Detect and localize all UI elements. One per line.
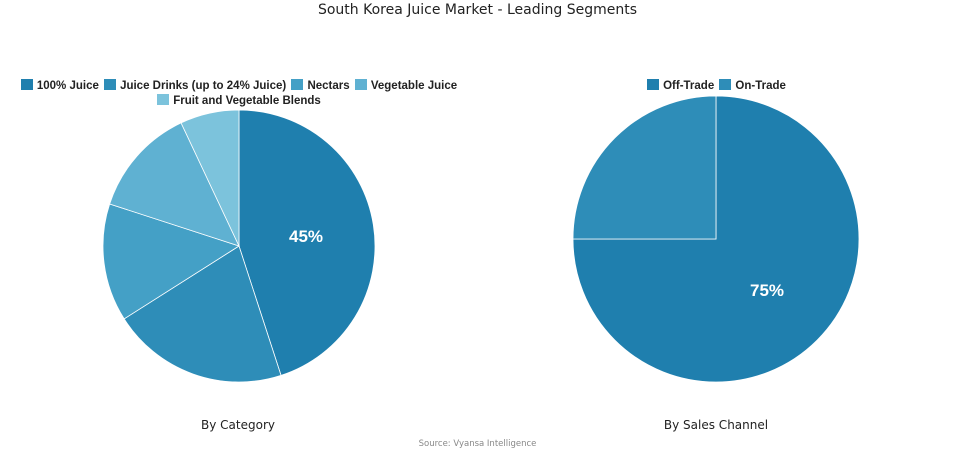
legend-item-vegetable-juice: Vegetable Juice — [354, 79, 458, 94]
legend-item-juice-drinks: Juice Drinks (up to 24% Juice) — [104, 79, 286, 94]
legend-item-fruit-veg-blends: Fruit and Vegetable Blends — [157, 94, 321, 109]
pie-slice-fruit-and-vegetable-blends — [180, 109, 240, 247]
legend-label: 100% Juice — [36, 80, 99, 92]
channel-pie — [572, 95, 860, 383]
legend-label: Juice Drinks (up to 24% Juice) — [120, 80, 287, 92]
legend-label: Nectars — [307, 80, 350, 92]
legend-item-on-trade: On-Trade — [719, 79, 786, 94]
legend-swatch — [104, 79, 117, 90]
channel-subtitle: By Sales Channel — [663, 418, 769, 432]
pie-slice-on-trade — [572, 95, 717, 240]
category-pie — [102, 109, 376, 383]
legend-swatch — [647, 79, 660, 90]
legend-item-off-trade: Off-Trade — [647, 79, 714, 94]
legend-swatch — [291, 79, 304, 90]
legend-swatch — [157, 94, 170, 105]
legend-item-nectars: Nectars — [291, 79, 350, 94]
legend-label: Fruit and Vegetable Blends — [173, 95, 321, 107]
category-data-label: 45% — [289, 227, 323, 246]
legend-item-100-juice: 100% Juice — [20, 79, 99, 94]
legend-label: On-Trade — [735, 80, 786, 92]
channel-legend: Off-Trade On-Trade — [478, 79, 955, 94]
legend-label: Off-Trade — [663, 80, 715, 92]
source-note: Source: Vyansa Intelligence — [418, 439, 537, 449]
category-legend: 100% Juice Juice Drinks (up to 24% Juice… — [0, 79, 478, 109]
channel-data-label: 75% — [750, 281, 784, 300]
category-subtitle: By Category — [201, 418, 275, 432]
legend-label: Vegetable Juice — [370, 80, 458, 92]
pie-slice-juice-drinks-up-to-24-juice — [123, 245, 282, 383]
pie-slice-off-trade — [572, 95, 860, 383]
legend-swatch — [719, 79, 732, 90]
chart-title: South Korea Juice Market - Leading Segme… — [317, 2, 638, 18]
pie-slice-nectars — [102, 203, 240, 320]
legend-swatch — [20, 79, 33, 90]
pie-slice-vegetable-juice — [109, 122, 240, 247]
legend-swatch — [354, 79, 367, 90]
pie-slice-100-juice — [238, 109, 376, 376]
